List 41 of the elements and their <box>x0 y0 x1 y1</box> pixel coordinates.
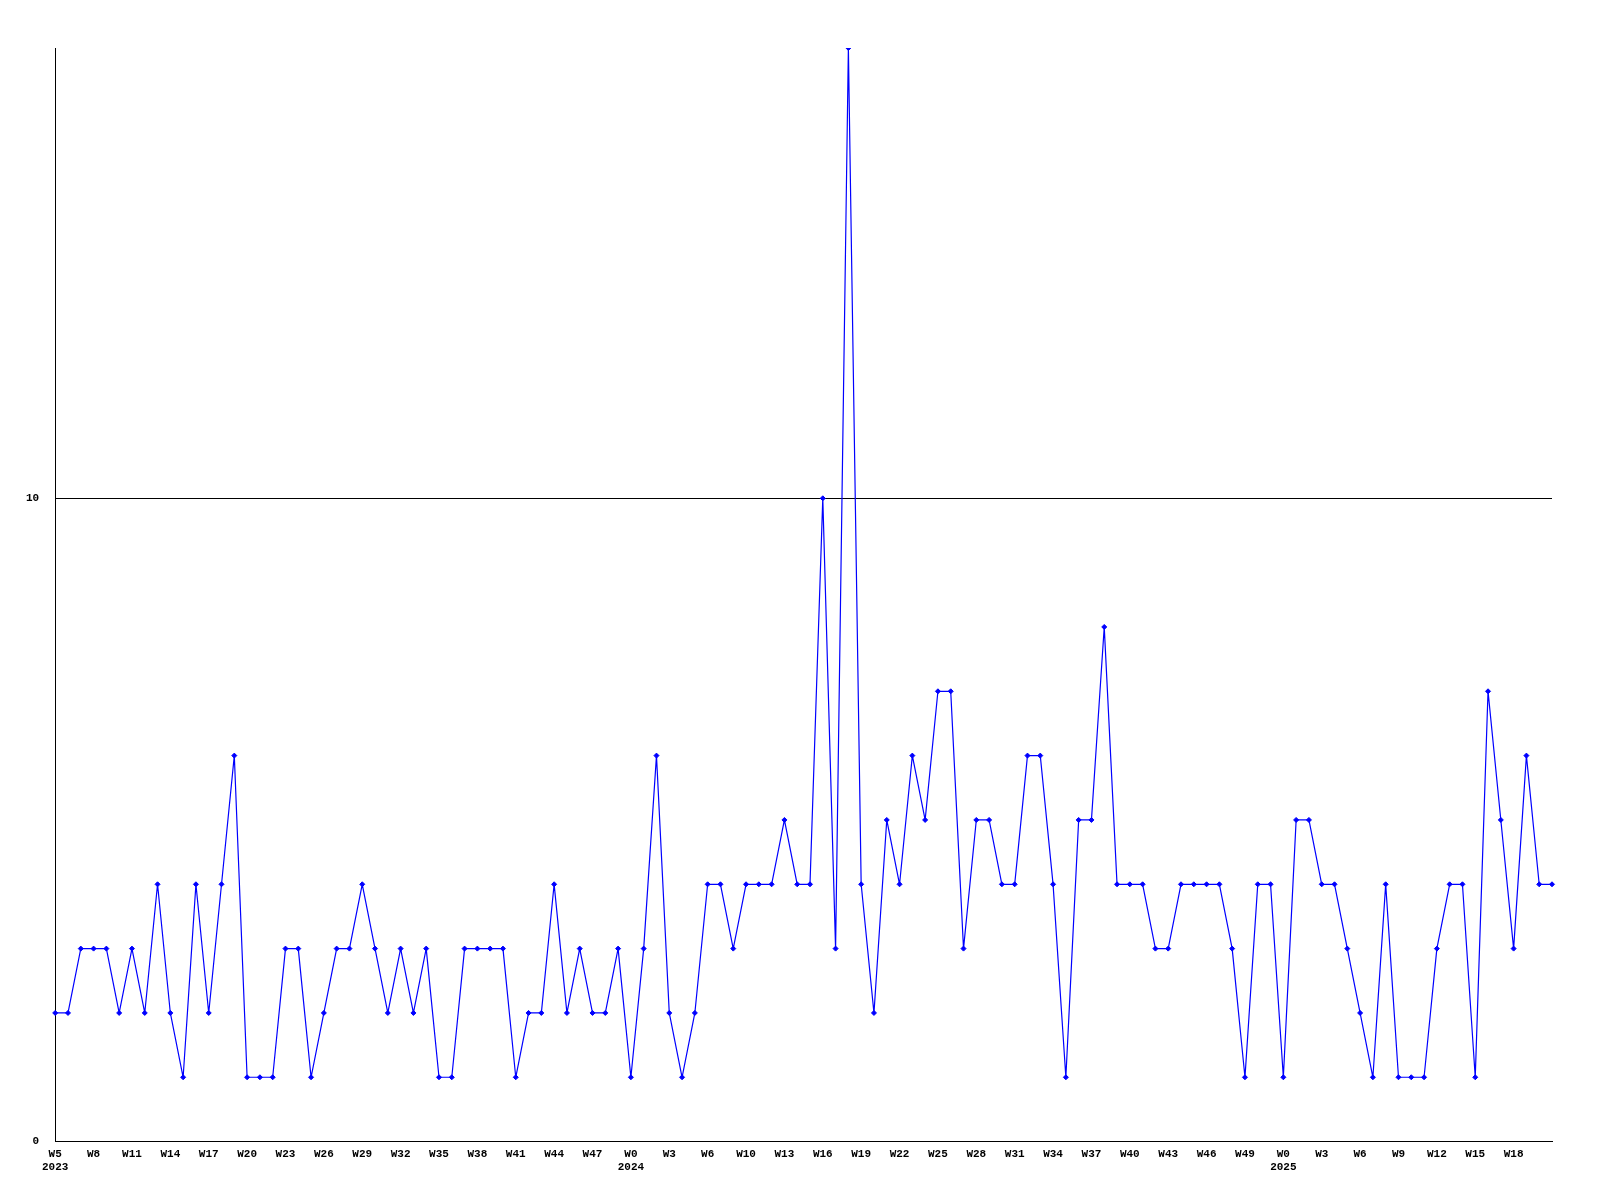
x-tick-label: W17 <box>198 1147 219 1160</box>
x-tick-label: W8 <box>86 1147 101 1160</box>
x-tick-label: W6 <box>701 1147 715 1160</box>
x-tick-label: W20 <box>237 1147 258 1160</box>
x-tick-label: W6 <box>1353 1147 1367 1160</box>
x-tick-label: W38 <box>467 1147 488 1160</box>
x-tick-label: W46 <box>1196 1147 1217 1160</box>
x-tick-label: W34 <box>1043 1147 1064 1160</box>
x-tick-label: W49 <box>1235 1147 1255 1160</box>
x-tick-label: W37 <box>1081 1147 1102 1160</box>
x-tick-label: W26 <box>313 1147 334 1160</box>
x-tick-label: W32 <box>390 1147 411 1160</box>
x-tick-label: W3 <box>1315 1147 1329 1160</box>
x-tick-label: W19 <box>851 1147 872 1160</box>
x-tick-label: W44 <box>544 1147 565 1160</box>
x-tick-label: W10 <box>736 1147 756 1160</box>
x-tick-label: W47 <box>582 1147 603 1160</box>
x-tick-label: W41 <box>505 1147 527 1160</box>
x-tick-label: W12 <box>1426 1147 1447 1160</box>
x-tick-label: W18 <box>1503 1147 1524 1160</box>
x-tick-label: W16 <box>812 1147 833 1160</box>
x-tick-label: W43 <box>1158 1147 1179 1160</box>
x-tick-label: W0 2025 <box>1270 1147 1297 1174</box>
x-tick-label: W0 2024 <box>617 1147 645 1174</box>
x-tick-label: W35 <box>429 1147 450 1160</box>
x-tick-label: W25 <box>928 1147 949 1160</box>
x-tick-label: W3 <box>662 1147 677 1160</box>
x-tick-label: W15 <box>1465 1147 1486 1160</box>
x-tick-label: W5 2023 <box>42 1147 69 1174</box>
x-tick-label: W14 <box>160 1147 181 1160</box>
x-tick-label: W31 <box>1004 1147 1025 1160</box>
x-tick-label: W22 <box>889 1147 910 1160</box>
y-tick-label: 10 <box>26 492 40 505</box>
x-tick-label: W28 <box>966 1147 987 1160</box>
x-tick-label: W11 <box>122 1147 143 1160</box>
x-tick-label: W13 <box>774 1147 795 1160</box>
x-tick-label: W9 <box>1391 1147 1406 1160</box>
x-tick-label: W29 <box>352 1147 373 1160</box>
y-tick-label: 0 <box>32 1135 40 1148</box>
x-tick-label: W40 <box>1119 1147 1140 1160</box>
x-tick-label: W23 <box>275 1147 296 1160</box>
